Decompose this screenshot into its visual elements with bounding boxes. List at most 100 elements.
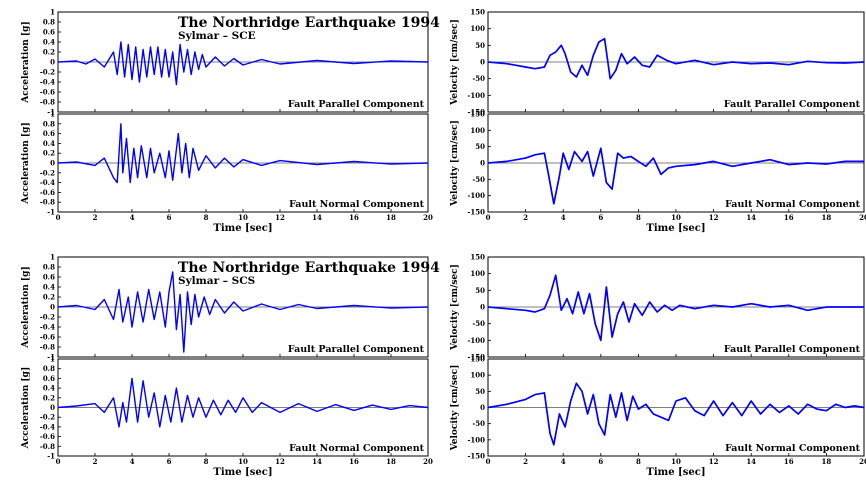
x-tick-label: 18 — [822, 213, 832, 222]
trace-line — [57, 377, 429, 428]
trace-line — [487, 147, 864, 205]
y-axis-label: Velocity [cm/sec] — [450, 19, 460, 106]
y-tick-label: 0.8 — [43, 263, 55, 272]
x-tick-label: 12 — [709, 457, 719, 466]
y-tick-label: -0.2 — [40, 68, 55, 77]
y-tick-label: -1 — [47, 208, 55, 217]
y-tick-label: -0.2 — [40, 413, 55, 422]
y-tick-label: 50 — [475, 142, 485, 151]
x-tick-label: 12 — [275, 213, 285, 222]
y-tick-label: -150 — [467, 208, 485, 217]
x-tick-label: 0 — [56, 213, 61, 222]
x-tick-label: 18 — [386, 457, 396, 466]
x-tick-label: 0 — [56, 457, 61, 466]
y-tick-label: -1 — [47, 353, 55, 362]
component-label: Fault Parallel Component — [288, 99, 425, 110]
y-tick-label: 0.4 — [43, 139, 55, 148]
y-tick-label: 0.6 — [43, 273, 55, 282]
x-tick-label: 12 — [709, 213, 719, 222]
y-tick-label: -0.8 — [40, 442, 55, 451]
y-tick-label: -0.2 — [40, 168, 55, 177]
x-tick-label: 0 — [486, 213, 491, 222]
y-tick-label: -0.8 — [40, 343, 55, 352]
y-tick-label: -0.4 — [40, 178, 55, 187]
panel-sce-velocity-normal: 150100500-50-100-15002468101214161820Tim… — [450, 110, 866, 235]
y-tick-label: -150 — [467, 353, 485, 362]
y-tick-label: 0.2 — [43, 149, 55, 158]
y-tick-label: 0.8 — [43, 119, 55, 128]
y-tick-label: 0 — [50, 159, 55, 168]
y-axis-label: Acceleration [g] — [21, 266, 31, 348]
x-tick-label: 4 — [561, 457, 566, 466]
trace-line — [57, 271, 429, 353]
y-tick-label: 0.2 — [43, 48, 55, 57]
x-tick-label: 2 — [523, 457, 528, 466]
x-tick-label: 20 — [859, 213, 866, 222]
x-tick-label: 4 — [130, 213, 135, 222]
component-label: Fault Parallel Component — [724, 344, 861, 355]
x-tick-label: 6 — [598, 457, 603, 466]
panel-sce-acceleration-normal: 10.80.60.40.20-0.2-0.4-0.6-0.8-10 2 4 6 8 10 1… — [21, 110, 433, 235]
panel-scs-velocity-parallel: 150 100 50 0 -50 -100 -150 Velocity [cm/sec] Fau… — [450, 253, 865, 362]
trace-line — [57, 123, 429, 184]
y-axis-label: Velocity [cm/sec] — [450, 120, 460, 207]
y-tick-label: 150 — [470, 253, 485, 262]
x-tick-label: 2 — [93, 213, 98, 222]
x-tick-label: 10 — [238, 457, 248, 466]
trace-line — [487, 274, 864, 342]
y-tick-label: 100 — [470, 24, 485, 33]
x-axis-label: Time [sec] — [646, 467, 705, 478]
panel-sce-acceleration-parallel: 10.80.60.40.20-0.2-0.4-0.6-0.8-1Accelera… — [21, 8, 440, 117]
y-tick-label: 0 — [480, 303, 485, 312]
y-tick-label: -100 — [467, 191, 485, 200]
panel-scs-acceleration-parallel: 10.80.60.40.20-0.2-0.4-0.6-0.8-1Accelera… — [21, 253, 440, 362]
y-tick-label: 150 — [470, 355, 485, 364]
x-tick-label: 16 — [349, 457, 359, 466]
y-tick-label: 1 — [50, 253, 55, 262]
x-tick-label: 0 — [486, 457, 491, 466]
y-tick-label: -0.2 — [40, 313, 55, 322]
x-tick-label: 10 — [238, 213, 248, 222]
y-tick-label: -100 — [467, 435, 485, 444]
x-tick-label: 16 — [784, 213, 794, 222]
y-tick-label: -0.4 — [40, 78, 55, 87]
y-tick-label: 150 — [470, 8, 485, 17]
x-tick-label: 4 — [130, 457, 135, 466]
y-tick-label: -0.4 — [40, 422, 55, 431]
y-tick-label: 1 — [50, 8, 55, 17]
chart-title: The Northridge Earthquake 1994 — [178, 15, 440, 31]
y-tick-label: 0.2 — [43, 293, 55, 302]
y-axis-label: Velocity [cm/sec] — [450, 365, 460, 452]
component-label: Fault Normal Component — [289, 443, 425, 454]
x-axis-label: Time [sec] — [213, 467, 272, 478]
y-axis-label: Acceleration [g] — [21, 21, 31, 103]
y-tick-label: -150 — [467, 452, 485, 461]
x-tick-label: 10 — [671, 457, 681, 466]
y-tick-label: -100 — [467, 91, 485, 100]
x-tick-label: 6 — [167, 457, 172, 466]
chart-subtitle: Sylmar – SCE — [178, 30, 256, 42]
y-tick-label: 0.8 — [43, 364, 55, 373]
x-tick-label: 16 — [784, 457, 794, 466]
x-tick-label: 16 — [349, 213, 359, 222]
x-tick-label: 12 — [275, 457, 285, 466]
x-axis-label: Time [sec] — [213, 223, 272, 234]
y-tick-label: -0.6 — [40, 88, 55, 97]
y-tick-label: 0.8 — [43, 18, 55, 27]
component-label: Fault Parallel Component — [724, 99, 861, 110]
x-tick-label: 6 — [598, 213, 603, 222]
component-label: Fault Normal Component — [725, 199, 861, 210]
x-tick-label: 4 — [561, 213, 566, 222]
y-tick-label: -50 — [472, 419, 485, 428]
y-tick-label: 0 — [480, 58, 485, 67]
x-tick-label: 8 — [636, 213, 641, 222]
y-tick-label: 0.6 — [43, 374, 55, 383]
chart-subtitle: Sylmar – SCS — [178, 275, 255, 287]
y-tick-label: -0.8 — [40, 98, 55, 107]
y-tick-label: 50 — [475, 387, 485, 396]
y-tick-label: 0.6 — [43, 28, 55, 37]
x-tick-label: 14 — [746, 213, 756, 222]
chart-title: The Northridge Earthquake 1994 — [178, 260, 440, 276]
y-tick-label: -50 — [472, 74, 485, 83]
